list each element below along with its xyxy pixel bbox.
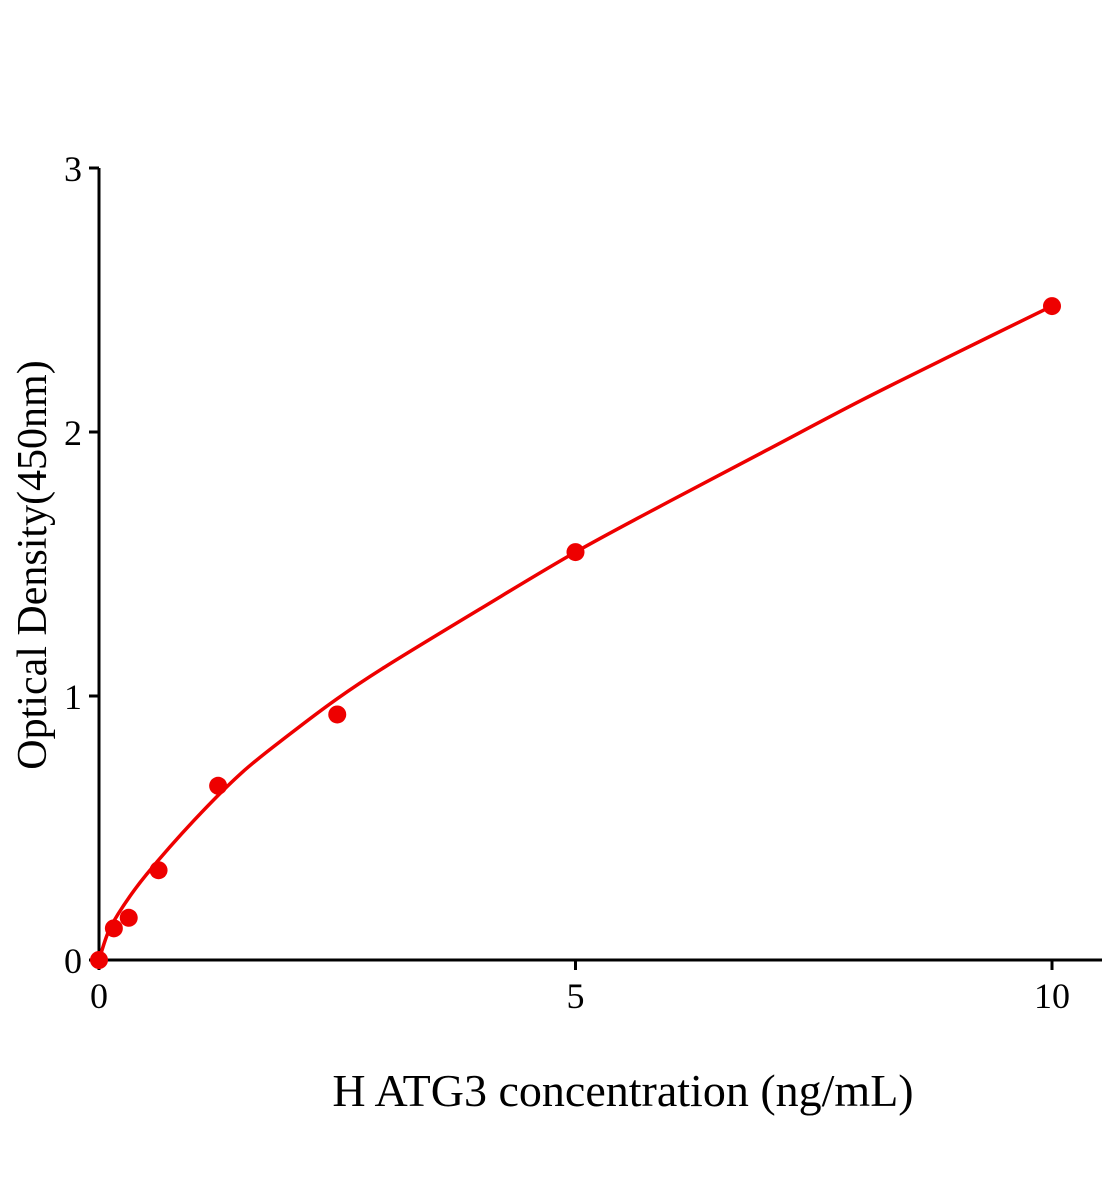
- y-tick-label: 0: [64, 941, 82, 981]
- data-point: [149, 861, 168, 880]
- x-tick-label: 5: [567, 976, 585, 1016]
- data-point: [119, 908, 138, 927]
- data-point: [328, 705, 347, 724]
- y-tick-label: 2: [64, 413, 82, 453]
- axes: [97, 168, 1102, 962]
- data-point: [90, 951, 108, 969]
- fit-curve: [97, 304, 1053, 961]
- data-point: [1043, 297, 1061, 316]
- data-point: [104, 919, 123, 938]
- y-axis-label: Optical Density(450nm): [10, 360, 56, 769]
- x-tick-label: 10: [1034, 976, 1070, 1016]
- x-tick-label: 0: [90, 976, 108, 1016]
- y-tick-label: 1: [64, 677, 82, 717]
- y-tick-label: 3: [64, 149, 82, 189]
- data-point: [209, 776, 228, 795]
- data-point: [566, 543, 585, 562]
- x-axis-label: H ATG3 concentration (ng/mL): [332, 1065, 913, 1116]
